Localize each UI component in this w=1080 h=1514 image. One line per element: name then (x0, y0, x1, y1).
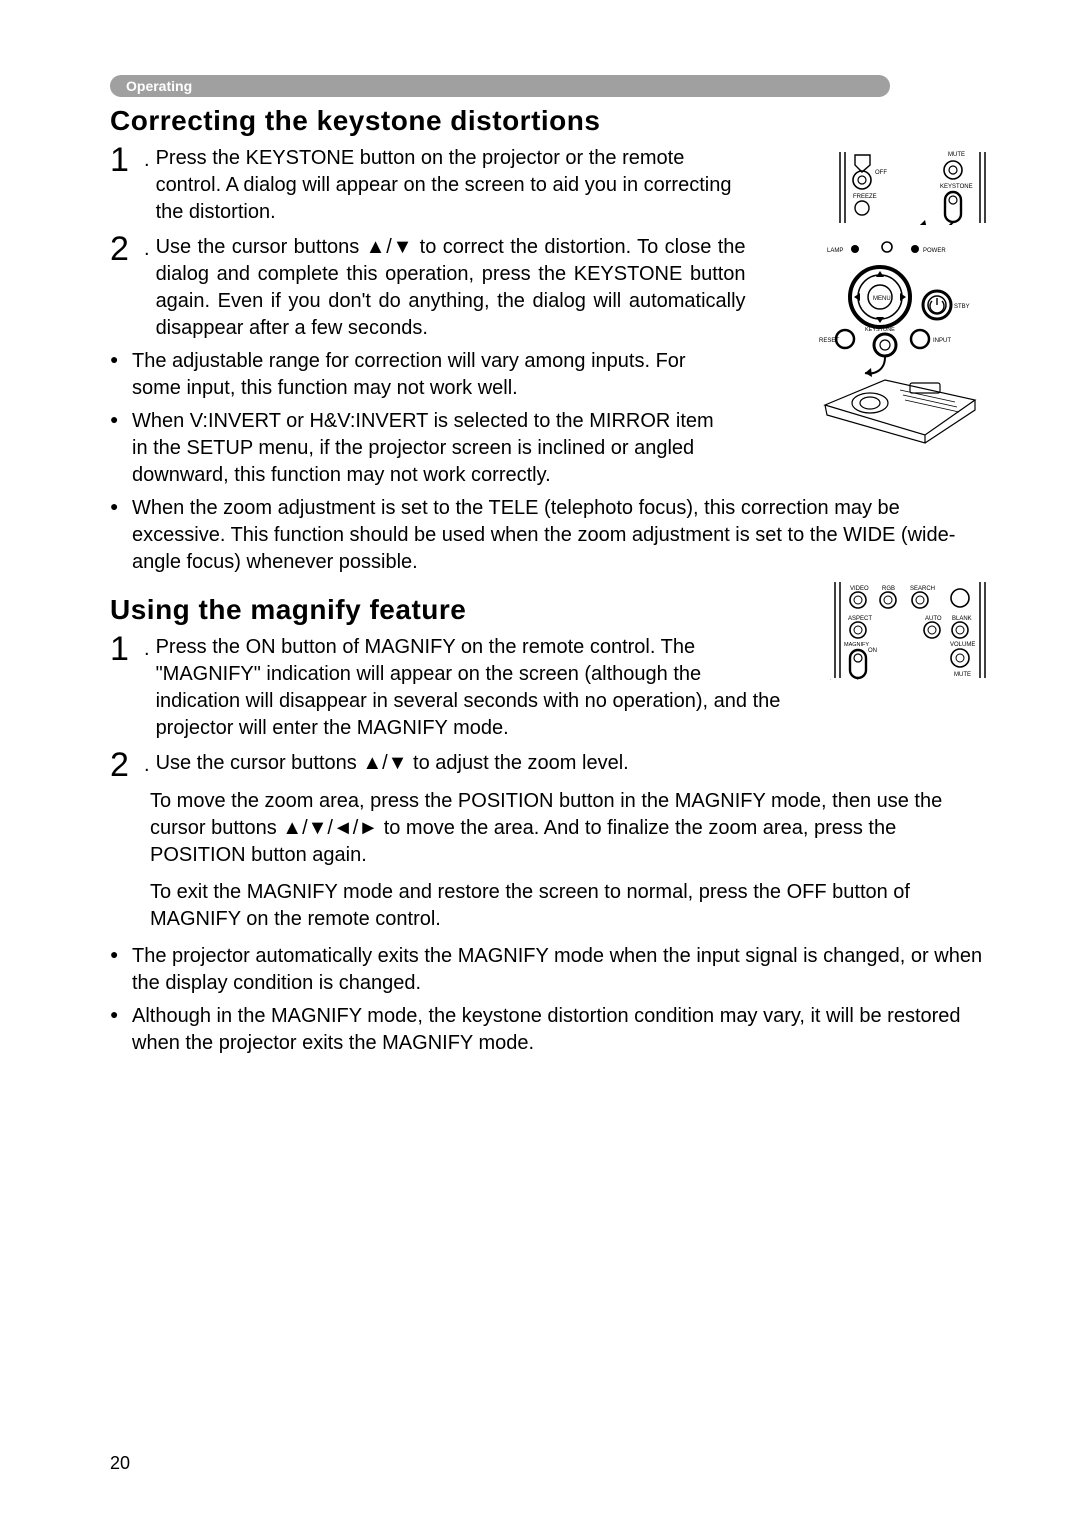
step-dot: . (144, 748, 150, 782)
magnify-bullet-0: The projector automatically exits the MA… (110, 943, 990, 997)
magnify-step1-text: Press the ON button of MAGNIFY on the re… (156, 632, 786, 742)
blank-label: BLANK (952, 616, 972, 622)
remote-top-diagram: OFF FREEZE MUTE KEYSTONE (835, 150, 990, 225)
auto-label: AUTO (925, 616, 942, 622)
step-dot: . (144, 143, 150, 177)
projector-diagram: LAMP POWER MENU STBY RESET KEYSTONE INPU… (815, 235, 990, 445)
video-label: VIDEO (850, 586, 869, 592)
mute-label: MUTE (948, 152, 965, 158)
mute-label-bottom: MUTE (954, 672, 971, 678)
on-label: ON (868, 648, 877, 654)
keystone-bullet-2: When the zoom adjustment is set to the T… (110, 495, 990, 576)
power-label: POWER (923, 248, 946, 254)
off-label: OFF (875, 170, 887, 176)
magnify-bullet-1: Although in the MAGNIFY mode, the keysto… (110, 1003, 990, 1057)
step-number-2: 2 (110, 748, 140, 782)
magnify-para1: To move the zoom area, press the POSITIO… (150, 788, 990, 869)
step-number-2: 2 (110, 232, 140, 266)
magnify-bullets: The projector automatically exits the MA… (110, 943, 990, 1057)
search-label: SEARCH (910, 586, 935, 592)
keystone-label-proj: KEYSTONE (865, 327, 895, 333)
magnify-step2-text: Use the cursor buttons ▲/▼ to adjust the… (156, 748, 629, 777)
magnify-label: MAGNIFY (844, 642, 869, 648)
stby-label: STBY (954, 304, 970, 310)
step-number-1: 1 (110, 143, 140, 177)
keystone-heading: Correcting the keystone distortions (110, 105, 990, 137)
volume-label: VOLUME (950, 642, 975, 648)
lamp-label: LAMP (827, 248, 843, 254)
menu-label: MENU (873, 296, 891, 302)
input-label: INPUT (933, 338, 951, 344)
remote-bottom-diagram: VIDEO RGB SEARCH ASPECT AUTO BLANK MAGNI… (830, 580, 990, 680)
aspect-label: ASPECT (848, 616, 872, 622)
step-dot: . (144, 632, 150, 666)
page-number: 20 (110, 1453, 130, 1474)
reset-label: RESET (819, 338, 839, 344)
step-number-1: 1 (110, 632, 140, 666)
rgb-label: RGB (882, 586, 895, 592)
freeze-label: FREEZE (853, 194, 877, 200)
magnify-para2: To exit the MAGNIFY mode and restore the… (150, 879, 990, 933)
section-label-pill: Operating (110, 75, 890, 97)
keystone-label: KEYSTONE (940, 184, 973, 190)
step-dot: . (144, 232, 150, 266)
keystone-step2-text: Use the cursor buttons ▲/▼ to correct th… (156, 232, 746, 342)
keystone-step1-text: Press the KEYSTONE button on the project… (156, 143, 746, 226)
magnify-step-2: 2 . Use the cursor buttons ▲/▼ to adjust… (110, 748, 990, 782)
